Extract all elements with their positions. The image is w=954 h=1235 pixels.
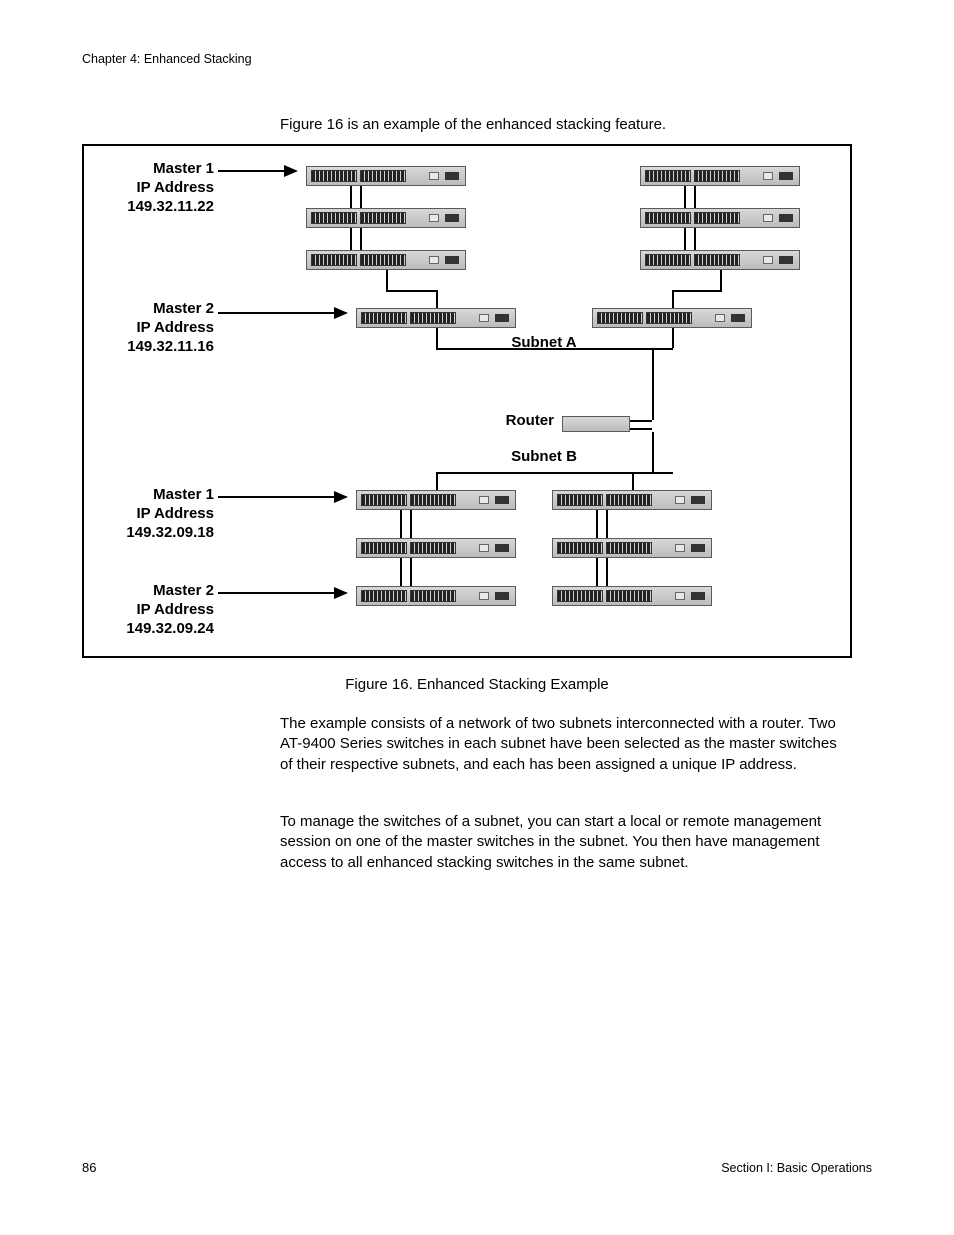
subnetA-right-switch-2 <box>640 208 800 228</box>
subnetB-switch-r1c2 <box>552 490 712 510</box>
subnetA-master1-line2: IP Address <box>136 179 214 196</box>
page-number: 86 <box>82 1160 96 1175</box>
subnetB-switch-r2c1 <box>356 538 516 558</box>
subnetB-master2-line3: 149.32.09.24 <box>126 620 214 637</box>
subnetB-label: Subnet B <box>484 448 604 465</box>
subnetA-left-switch-3 <box>306 250 466 270</box>
figure-16-diagram: Subnet A Master 1 IP Address 149.32.11.2… <box>82 144 852 658</box>
body-paragraph-2: To manage the switches of a subnet, you … <box>280 812 852 873</box>
subnetB-switch-r2c2 <box>552 538 712 558</box>
subnetB-switch-r3c1 <box>356 586 516 606</box>
body-paragraph-1: The example consists of a network of two… <box>280 714 852 775</box>
page-header: Chapter 4: Enhanced Stacking <box>82 52 252 66</box>
subnetB-switch-r3c2 <box>552 586 712 606</box>
subnetB-master2-line1: Master 2 <box>153 582 214 599</box>
subnetA-label: Subnet A <box>484 334 604 351</box>
subnetA-master1-line1: Master 1 <box>153 160 214 177</box>
subnetA-master2-line2: IP Address <box>136 319 214 336</box>
subnetB-master1-line3: 149.32.09.18 <box>126 524 214 541</box>
subnetA-master2-switch <box>356 308 516 328</box>
subnetA-left-switch-2 <box>306 208 466 228</box>
router-label: Router <box>474 412 554 429</box>
subnetB-master2-line2: IP Address <box>136 601 214 618</box>
subnetB-master1-line2: IP Address <box>136 505 214 522</box>
router-device <box>562 416 630 432</box>
subnetA-right-switch-1 <box>640 166 800 186</box>
subnetA-master2-line3: 149.32.11.16 <box>127 338 214 355</box>
subnetB-switch-r1c1 <box>356 490 516 510</box>
figure-caption: Figure 16. Enhanced Stacking Example <box>0 676 954 693</box>
subnetA-bottom-right-switch <box>592 308 752 328</box>
figure-intro: Figure 16 is an example of the enhanced … <box>280 116 666 133</box>
subnetA-master1-line3: 149.32.11.22 <box>127 198 214 215</box>
subnetB-master1-line1: Master 1 <box>153 486 214 503</box>
subnetA-right-switch-3 <box>640 250 800 270</box>
section-label: Section I: Basic Operations <box>721 1161 872 1175</box>
subnetA-master2-line1: Master 2 <box>153 300 214 317</box>
subnetA-left-switch-1 <box>306 166 466 186</box>
